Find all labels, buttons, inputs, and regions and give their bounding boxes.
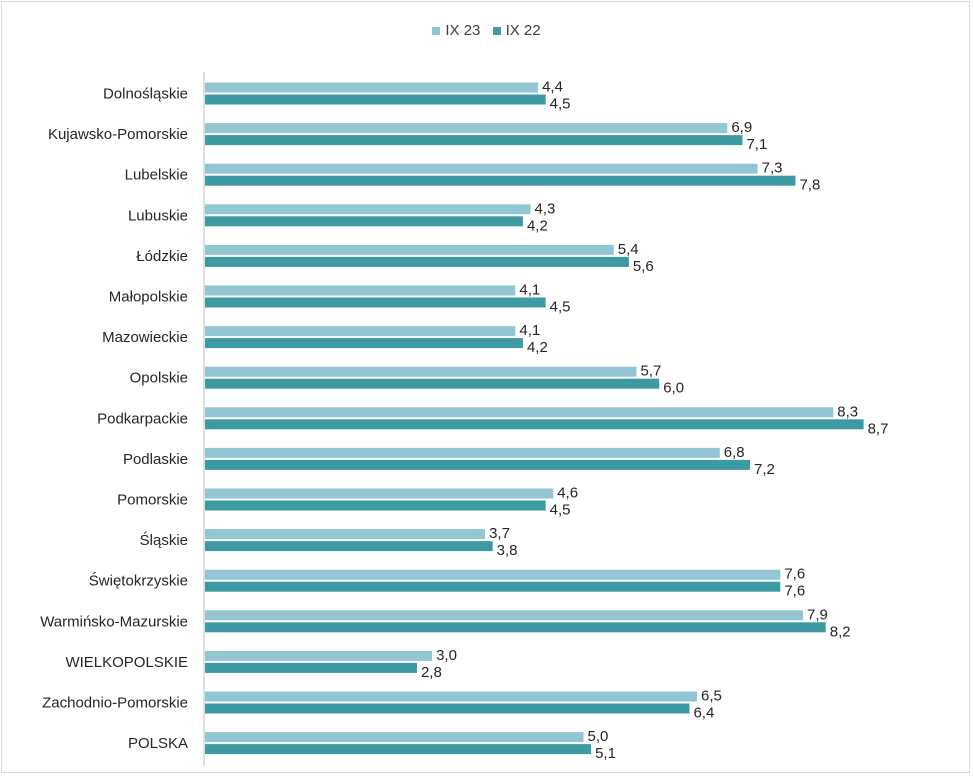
data-label-ix22: 2,8 xyxy=(421,664,442,681)
category-label: Podlaskie xyxy=(123,451,188,468)
bar-ix23 xyxy=(205,285,516,296)
bar-ix22 xyxy=(205,378,660,389)
bar-ix22 xyxy=(205,622,826,633)
data-label-ix23: 7,9 xyxy=(807,606,828,623)
data-label-ix22: 8,2 xyxy=(830,623,851,640)
legend-label-ix22: IX 22 xyxy=(505,22,541,39)
data-label-ix23: 5,4 xyxy=(618,241,639,258)
category-label: Świętokrzyskie xyxy=(89,572,188,590)
bar-ix22 xyxy=(205,459,751,470)
category-label: Podkarpackie xyxy=(97,410,188,427)
data-label-ix22: 4,5 xyxy=(550,502,571,519)
data-label-ix22: 4,2 xyxy=(527,217,548,234)
bar-ix22 xyxy=(205,703,690,714)
legend-item-ix23: IX 23 xyxy=(432,22,480,39)
data-label-ix23: 5,7 xyxy=(640,363,661,380)
bar-ix23 xyxy=(205,488,554,499)
data-label-ix23: 6,5 xyxy=(701,688,722,705)
category-label: Małopolskie xyxy=(109,289,188,306)
category-label: WIELKOPOLSKIE xyxy=(65,654,188,671)
bar-ix22 xyxy=(205,297,546,308)
data-label-ix23: 3,7 xyxy=(489,525,510,542)
data-label-ix22: 3,8 xyxy=(497,542,518,559)
bar-ix23 xyxy=(205,326,516,337)
data-label-ix22: 5,6 xyxy=(633,258,654,275)
data-label-ix23: 7,6 xyxy=(784,566,805,583)
data-label-ix22: 6,0 xyxy=(663,380,684,397)
data-label-ix23: 3,0 xyxy=(436,647,457,664)
data-label-ix22: 4,2 xyxy=(527,339,548,356)
category-label: Pomorskie xyxy=(117,492,188,509)
data-label-ix23: 4,4 xyxy=(542,79,563,96)
data-label-ix22: 7,1 xyxy=(746,136,767,153)
bar-ix22 xyxy=(205,216,523,227)
bar-ix23 xyxy=(205,244,614,255)
data-label-ix22: 7,2 xyxy=(754,461,775,478)
bar-ix22 xyxy=(205,744,592,755)
bar-ix22 xyxy=(205,175,796,186)
bar-ix23 xyxy=(205,82,539,93)
bar-ix23 xyxy=(205,204,531,215)
bar-ix23 xyxy=(205,691,698,702)
bar-ix23 xyxy=(205,569,781,580)
bar-ix22 xyxy=(205,541,493,552)
bar-ix23 xyxy=(205,447,720,458)
data-label-ix22: 5,1 xyxy=(595,745,616,762)
bar-ix22 xyxy=(205,419,864,430)
data-label-ix22: 7,6 xyxy=(784,583,805,600)
bar-ix23 xyxy=(205,163,758,174)
data-label-ix23: 6,9 xyxy=(731,119,752,136)
legend: IX 23 IX 22 xyxy=(0,22,973,39)
bar-ix23 xyxy=(205,529,486,540)
bar-ix23 xyxy=(205,732,584,743)
bar-ix23 xyxy=(205,123,728,134)
bar-ix22 xyxy=(205,662,417,673)
category-label: Lubuskie xyxy=(128,207,188,224)
data-label-ix23: 4,1 xyxy=(519,322,540,339)
category-label: Dolnośląskie xyxy=(103,86,188,103)
legend-item-ix22: IX 22 xyxy=(492,22,541,39)
legend-swatch-ix23 xyxy=(432,27,441,36)
data-label-ix23: 4,1 xyxy=(519,282,540,299)
bar-ix22 xyxy=(205,338,523,349)
legend-swatch-ix22 xyxy=(492,27,501,36)
category-label: Warmińsko-Mazurskie xyxy=(40,613,188,630)
category-label: Lubelskie xyxy=(125,167,188,184)
category-label: Opolskie xyxy=(130,370,188,387)
data-label-ix22: 8,7 xyxy=(868,420,889,437)
data-label-ix22: 6,4 xyxy=(693,705,714,722)
data-label-ix23: 4,6 xyxy=(557,485,578,502)
category-label: Kujawsko-Pomorskie xyxy=(48,126,188,143)
data-label-ix23: 6,8 xyxy=(724,444,745,461)
bar-ix23 xyxy=(205,610,804,621)
category-label: POLSKA xyxy=(128,735,188,752)
data-label-ix23: 8,3 xyxy=(837,403,858,420)
data-label-ix22: 4,5 xyxy=(550,96,571,113)
category-label: Zachodnio-Pomorskie xyxy=(42,695,188,712)
data-label-ix23: 4,3 xyxy=(535,200,556,217)
bar-ix22 xyxy=(205,256,629,267)
bar-ix22 xyxy=(205,581,781,592)
bar-ix23 xyxy=(205,650,433,661)
data-label-ix22: 7,8 xyxy=(799,177,820,194)
category-label: Mazowieckie xyxy=(102,329,188,346)
data-label-ix23: 5,0 xyxy=(588,728,609,745)
bar-ix22 xyxy=(205,94,546,105)
bar-ix23 xyxy=(205,407,834,418)
category-label: Śląskie xyxy=(140,531,188,549)
bar-ix23 xyxy=(205,366,637,377)
category-label: Łódzkie xyxy=(136,248,188,265)
bar-ix22 xyxy=(205,500,546,511)
data-label-ix22: 4,5 xyxy=(550,299,571,316)
legend-label-ix23: IX 23 xyxy=(445,22,481,39)
data-label-ix23: 7,3 xyxy=(762,160,783,177)
bar-ix22 xyxy=(205,135,743,146)
